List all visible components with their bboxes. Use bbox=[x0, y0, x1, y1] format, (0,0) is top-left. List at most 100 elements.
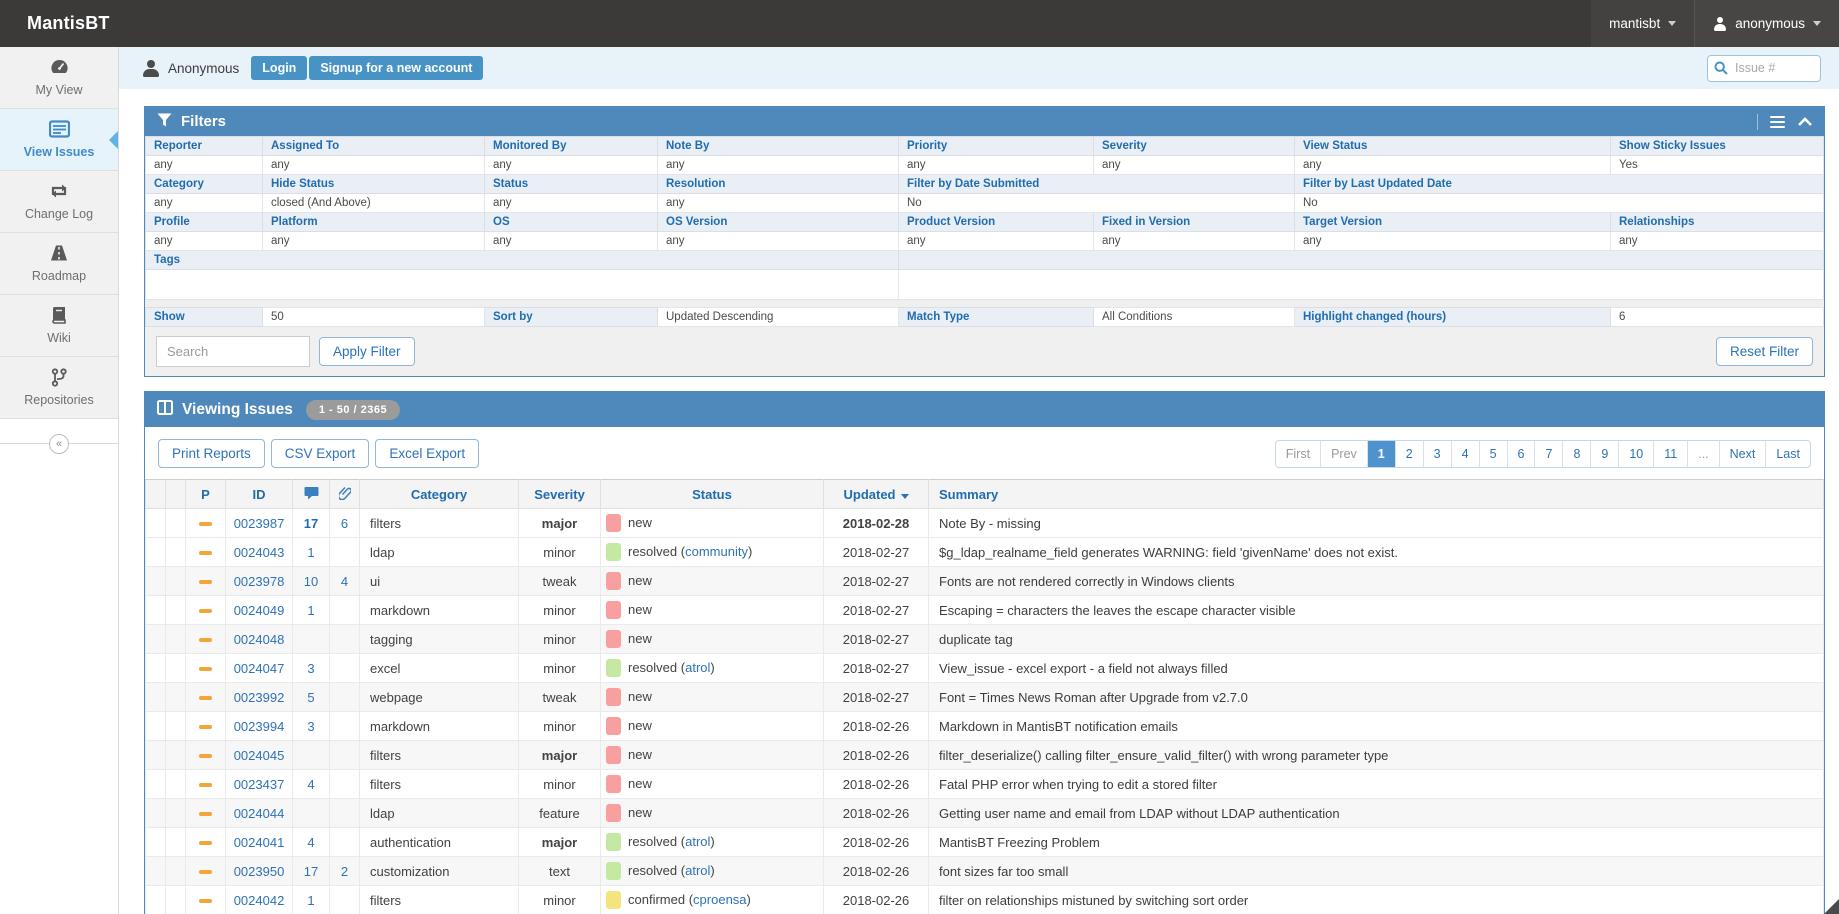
filter-label-target-version[interactable]: Target Version bbox=[1295, 213, 1611, 232]
col-status[interactable]: Status bbox=[601, 480, 824, 509]
project-menu[interactable]: mantisbt bbox=[1591, 0, 1694, 47]
page-button[interactable]: Next bbox=[1719, 441, 1766, 467]
filter-label-status[interactable]: Status bbox=[485, 175, 658, 194]
filter-label-last-updated[interactable]: Filter by Last Updated Date bbox=[1295, 175, 1824, 194]
filter-label-sort-by[interactable]: Sort by bbox=[485, 308, 658, 327]
menu-icon[interactable] bbox=[1770, 113, 1785, 131]
filter-label-resolution[interactable]: Resolution bbox=[658, 175, 899, 194]
issue-row[interactable]: 0023994 3 markdown minor new () 2018-02-… bbox=[146, 712, 1824, 741]
filter-label-category[interactable]: Category bbox=[146, 175, 263, 194]
col-severity[interactable]: Severity bbox=[519, 480, 601, 509]
col-summary[interactable]: Summary bbox=[929, 480, 1824, 509]
handler-link[interactable]: atrol bbox=[685, 834, 710, 849]
handler-link[interactable]: cproensa bbox=[693, 892, 746, 907]
issue-row[interactable]: 0023437 4 filters minor new () 2018-02-2… bbox=[146, 770, 1824, 799]
issue-id-link[interactable]: 0024045 bbox=[234, 748, 285, 763]
login-button[interactable]: Login bbox=[251, 56, 307, 80]
issue-row[interactable]: 0023950 17 2 customization text resolved… bbox=[146, 857, 1824, 886]
filter-label-priority[interactable]: Priority bbox=[899, 137, 1094, 156]
issue-id-link[interactable]: 0023992 bbox=[234, 690, 285, 705]
page-button[interactable]: 7 bbox=[1534, 441, 1562, 467]
issue-id-link[interactable]: 0023987 bbox=[234, 516, 285, 531]
filter-label-show-sticky[interactable]: Show Sticky Issues bbox=[1611, 137, 1824, 156]
page-button[interactable]: 5 bbox=[1479, 441, 1507, 467]
handler-link[interactable]: atrol bbox=[685, 660, 710, 675]
issue-id-link[interactable]: 0024047 bbox=[234, 661, 285, 676]
reset-filter-button[interactable]: Reset Filter bbox=[1716, 337, 1813, 366]
page-button[interactable]: 3 bbox=[1423, 441, 1451, 467]
issue-id-link[interactable]: 0024041 bbox=[234, 835, 285, 850]
handler-link[interactable]: community bbox=[685, 544, 748, 559]
filter-label-severity[interactable]: Severity bbox=[1094, 137, 1295, 156]
issue-row[interactable]: 0024041 4 authentication major resolved … bbox=[146, 828, 1824, 857]
filter-label-fixed-in-version[interactable]: Fixed in Version bbox=[1094, 213, 1295, 232]
page-button[interactable]: 10 bbox=[1618, 441, 1653, 467]
issue-id-link[interactable]: 0024048 bbox=[234, 632, 285, 647]
col-category[interactable]: Category bbox=[360, 480, 519, 509]
page-button[interactable]: Prev bbox=[1320, 441, 1367, 467]
issue-id-link[interactable]: 0024044 bbox=[234, 806, 285, 821]
col-updated[interactable]: Updated bbox=[824, 480, 929, 509]
user-menu[interactable]: anonymous bbox=[1694, 0, 1839, 47]
page-button[interactable]: 8 bbox=[1562, 441, 1590, 467]
export-button[interactable]: Excel Export bbox=[375, 439, 479, 468]
filter-label-note-by[interactable]: Note By bbox=[658, 137, 899, 156]
sidebar-item[interactable]: Change Log bbox=[0, 171, 118, 233]
issue-row[interactable]: 0024042 1 filters minor confirmed (cproe… bbox=[146, 886, 1824, 914]
filter-label-date-submitted[interactable]: Filter by Date Submitted bbox=[899, 175, 1295, 194]
filter-label-match-type[interactable]: Match Type bbox=[899, 308, 1094, 327]
sidebar-item[interactable]: My View bbox=[0, 47, 118, 109]
filter-label-assigned-to[interactable]: Assigned To bbox=[263, 137, 485, 156]
issue-id-link[interactable]: 0024042 bbox=[234, 893, 285, 908]
filter-label-highlight-changed[interactable]: Highlight changed (hours) bbox=[1295, 308, 1611, 327]
issue-row[interactable]: 0023987 17 6 filters major new () 2018-0… bbox=[146, 509, 1824, 538]
filter-label-relationships[interactable]: Relationships bbox=[1611, 213, 1824, 232]
export-button[interactable]: CSV Export bbox=[271, 439, 370, 468]
page-button[interactable]: 11 bbox=[1653, 441, 1687, 467]
page-button[interactable]: First bbox=[1276, 441, 1320, 467]
page-button[interactable]: 6 bbox=[1507, 441, 1535, 467]
col-id[interactable]: ID bbox=[226, 480, 293, 509]
filter-label-hide-status[interactable]: Hide Status bbox=[263, 175, 485, 194]
issue-row[interactable]: 0023978 10 4 ui tweak new () 2018-02-27 bbox=[146, 567, 1824, 596]
sidebar-collapse-button[interactable]: « bbox=[49, 434, 69, 454]
filter-label-platform[interactable]: Platform bbox=[263, 213, 485, 232]
issue-id-link[interactable]: 0023950 bbox=[234, 864, 285, 879]
signup-button[interactable]: Signup for a new account bbox=[309, 56, 483, 80]
issue-row[interactable]: 0024043 1 ldap minor resolved (community… bbox=[146, 538, 1824, 567]
filter-label-product-version[interactable]: Product Version bbox=[899, 213, 1094, 232]
sidebar-item[interactable]: Repositories bbox=[0, 357, 118, 419]
page-button[interactable]: 2 bbox=[1395, 441, 1423, 467]
filter-label-profile[interactable]: Profile bbox=[146, 213, 263, 232]
issue-row[interactable]: 0024044 ldap feature new () 2018-02-26 bbox=[146, 799, 1824, 828]
issue-id-link[interactable]: 0024043 bbox=[234, 545, 285, 560]
filter-label-reporter[interactable]: Reporter bbox=[146, 137, 263, 156]
filter-label-show[interactable]: Show bbox=[146, 308, 263, 327]
page-button[interactable]: Last bbox=[1765, 441, 1810, 467]
collapse-panel-icon[interactable] bbox=[1798, 117, 1812, 127]
export-button[interactable]: Print Reports bbox=[158, 439, 265, 468]
issue-id-link[interactable]: 0024049 bbox=[234, 603, 285, 618]
filter-label-monitored-by[interactable]: Monitored By bbox=[485, 137, 658, 156]
page-button[interactable]: 1 bbox=[1367, 441, 1395, 467]
col-comments[interactable] bbox=[293, 480, 330, 509]
issue-row[interactable]: 0024045 filters major new () 2018-02-26 bbox=[146, 741, 1824, 770]
col-attachments[interactable] bbox=[330, 480, 360, 509]
page-button[interactable]: 4 bbox=[1451, 441, 1479, 467]
filter-search-input[interactable] bbox=[156, 336, 310, 367]
issue-row[interactable]: 0024048 tagging minor new () 2018-02-27 bbox=[146, 625, 1824, 654]
issue-row[interactable]: 0024047 3 excel minor resolved (atrol) 2… bbox=[146, 654, 1824, 683]
issue-row[interactable]: 0024049 1 markdown minor new () 2018-02-… bbox=[146, 596, 1824, 625]
handler-link[interactable]: atrol bbox=[685, 863, 710, 878]
filter-label-tags[interactable]: Tags bbox=[146, 251, 899, 270]
issue-id-link[interactable]: 0023437 bbox=[234, 777, 285, 792]
issue-id-link[interactable]: 0023994 bbox=[234, 719, 285, 734]
issue-id-link[interactable]: 0023978 bbox=[234, 574, 285, 589]
apply-filter-button[interactable]: Apply Filter bbox=[319, 337, 415, 366]
sidebar-item[interactable]: View Issues bbox=[0, 109, 118, 171]
filter-label-os[interactable]: OS bbox=[485, 213, 658, 232]
filter-label-view-status[interactable]: View Status bbox=[1295, 137, 1611, 156]
sidebar-item[interactable]: Wiki bbox=[0, 295, 118, 357]
col-priority[interactable]: P bbox=[186, 480, 226, 509]
page-button[interactable]: ... bbox=[1687, 441, 1718, 467]
